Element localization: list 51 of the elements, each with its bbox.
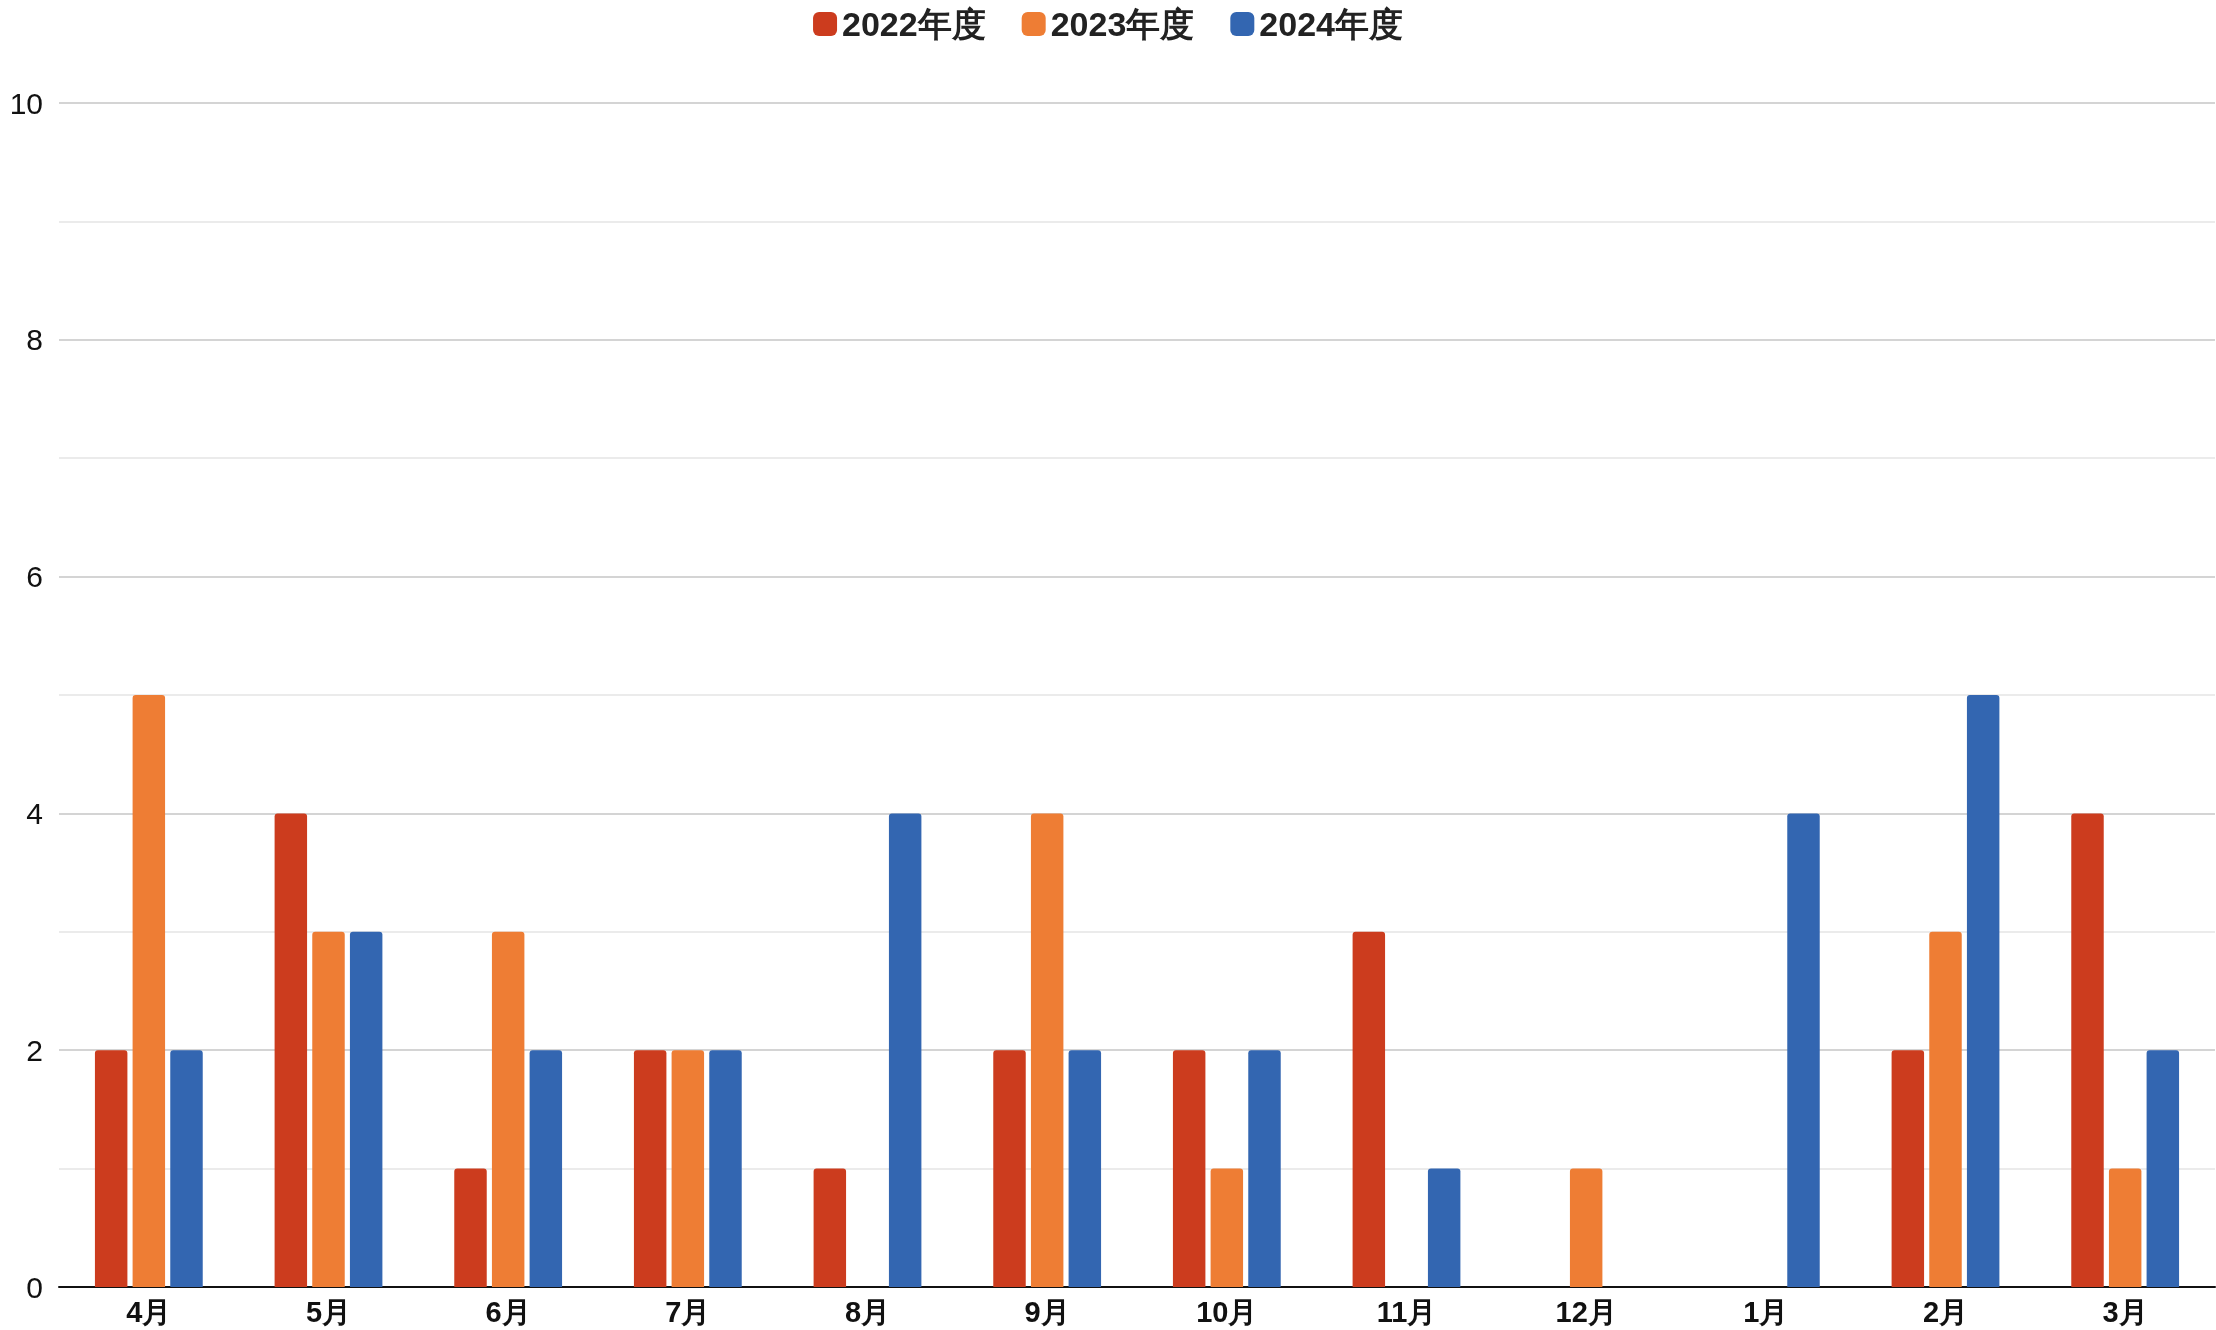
bar [1210, 1168, 1244, 1287]
bar [1966, 695, 2000, 1287]
x-tick-label: 3月 [2102, 1295, 2148, 1328]
bar [813, 1168, 847, 1287]
x-tick-label: 7月 [665, 1295, 711, 1328]
bar [170, 1050, 203, 1287]
y-tick-label: 8 [26, 323, 43, 357]
bar [529, 1050, 563, 1287]
bar [1068, 1050, 1102, 1287]
legend-label: 2024年度 [1259, 5, 1403, 43]
bar [491, 931, 525, 1287]
x-tick-label: 5月 [305, 1295, 352, 1328]
y-tick-label: 6 [26, 560, 43, 594]
bar [993, 1050, 1026, 1287]
bar [1248, 1050, 1281, 1287]
bar [1891, 1050, 1925, 1287]
y-tick-label: 4 [26, 796, 43, 830]
x-tick-label: 9月 [1024, 1295, 1070, 1328]
bar [1427, 1168, 1461, 1287]
bar [1030, 813, 1064, 1287]
bar [274, 813, 308, 1287]
legend-label: 2022年度 [842, 5, 986, 43]
y-tick-label: 10 [9, 86, 43, 120]
y-tick-label: 0 [26, 1270, 43, 1304]
bar [1352, 931, 1386, 1287]
bar [709, 1050, 742, 1287]
bar [1929, 931, 1962, 1287]
bar [671, 1050, 705, 1287]
x-tick-label: 2月 [1922, 1295, 1969, 1328]
bar [454, 1168, 487, 1287]
x-tick-label: 11月 [1376, 1295, 1437, 1328]
legend-label: 2023年度 [1050, 5, 1195, 43]
bar [349, 931, 383, 1287]
x-tick-label: 6月 [485, 1295, 531, 1328]
bar [633, 1050, 667, 1287]
bar [2146, 1050, 2180, 1287]
bar [94, 1050, 128, 1287]
bar [312, 931, 345, 1287]
bar [2108, 1168, 2142, 1287]
x-tick-label: 1月 [1743, 1295, 1789, 1328]
bar [888, 813, 922, 1287]
x-tick-label: 10月 [1196, 1295, 1258, 1328]
bar [1569, 1168, 1603, 1287]
y-tick-label: 2 [26, 1033, 43, 1067]
bar [1787, 813, 1820, 1287]
x-tick-label: 4月 [126, 1295, 172, 1328]
bar [2071, 813, 2104, 1287]
bar [1172, 1050, 1206, 1287]
x-tick-label: 12月 [1555, 1295, 1617, 1328]
bar [132, 695, 166, 1287]
x-tick-label: 8月 [844, 1295, 891, 1328]
